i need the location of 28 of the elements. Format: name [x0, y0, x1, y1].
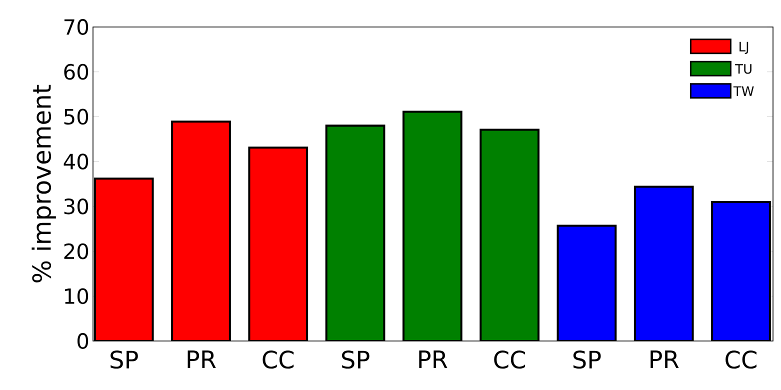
x-tick-label: SP	[110, 350, 138, 369]
y-tick-label: 20	[64, 243, 88, 260]
x-tick-label: PR	[188, 350, 216, 368]
bar	[402, 110, 462, 341]
x-tick-label: CC	[262, 350, 294, 369]
x-tick-label: SP	[573, 350, 601, 369]
x-tick-label: CC	[494, 350, 526, 369]
x-tick-label: PR	[650, 350, 679, 368]
y-axis-title: % improvement	[32, 84, 56, 282]
bar	[556, 224, 617, 341]
bar	[172, 122, 230, 341]
y-tick-label: 60	[64, 64, 88, 80]
legend-label: TW	[733, 86, 754, 96]
legend-label: LJ	[740, 42, 748, 54]
y-tick-label: 30	[64, 198, 88, 214]
y-tick-label: 70	[64, 19, 88, 35]
y-tick-label: 10	[65, 288, 88, 304]
x-tick-label: PR	[419, 350, 448, 368]
y-tick-label: 50	[64, 108, 88, 125]
x-tick-label: SP	[342, 350, 370, 369]
bar	[94, 178, 153, 341]
y-tick-label: 0	[78, 333, 88, 349]
legend-label: TU	[735, 64, 752, 74]
bar	[480, 128, 540, 341]
bar	[325, 124, 386, 341]
y-tick-label: 40	[64, 154, 88, 170]
x-tick-label: CC	[726, 350, 756, 369]
bar	[634, 186, 694, 341]
